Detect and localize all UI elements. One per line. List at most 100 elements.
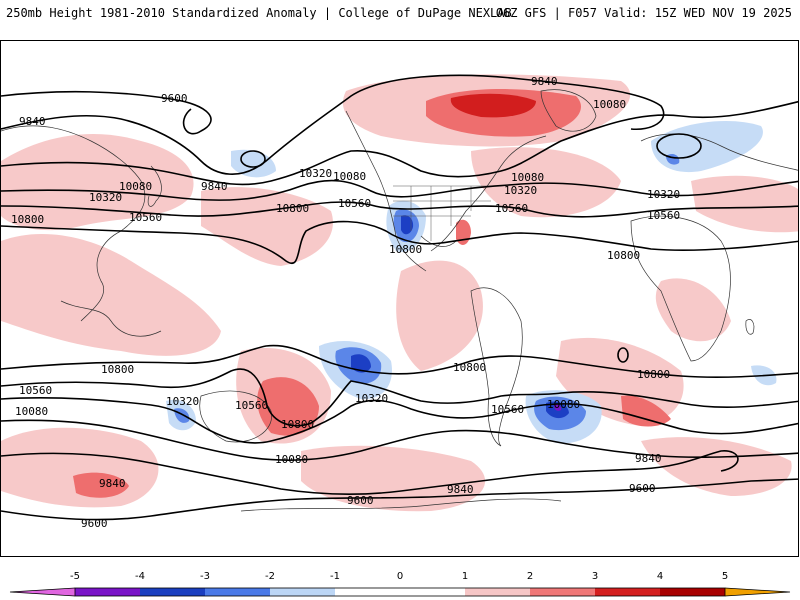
label-10800: 10800	[11, 213, 44, 226]
contour-9840-south	[1, 450, 739, 495]
anomaly-pos2-south-atlantic	[621, 395, 671, 427]
colorbar-tick: 2	[527, 571, 533, 582]
coast-antarctica	[240, 498, 562, 512]
label-10320: 10320	[89, 191, 122, 204]
anomaly-pos-europe	[691, 175, 798, 233]
colorbar-swatch-zero-neg	[335, 588, 400, 596]
anomaly-neg3-south-pacific	[351, 354, 371, 373]
colorbar-tick: -1	[330, 571, 340, 582]
label-10320: 10320	[166, 395, 199, 408]
anomaly-pos-africa	[655, 278, 731, 342]
model-run-info: 06Z GFS | F057 Valid: 15Z WED NOV 19 202…	[495, 6, 792, 20]
label-10080: 10080	[547, 398, 580, 411]
coast-japan	[147, 165, 162, 207]
colorbar-swatch-m1	[270, 588, 335, 596]
anomaly-pos-atlantic	[471, 147, 621, 218]
coast-greenland	[540, 89, 597, 132]
label-10560: 10560	[19, 384, 52, 397]
colorbar-tick: 3	[592, 571, 598, 582]
label-10800: 10800	[101, 363, 134, 376]
contour-10560-north	[1, 201, 798, 218]
colorbar-swatch-m3	[140, 588, 205, 596]
colorbar-outline-arrows	[9, 587, 76, 597]
anomaly-pos-southern-ocean-west	[1, 427, 159, 508]
label-10560: 10560	[235, 399, 268, 412]
label-10320: 10320	[355, 392, 388, 405]
colorbar-swatch-p2	[530, 588, 595, 596]
contour-closed-north-pacific	[240, 150, 266, 168]
contour-10800-south	[1, 344, 798, 379]
coastlines	[1, 89, 798, 512]
anomaly-pos-southern-ocean-central	[301, 445, 486, 512]
colorbar-tick: -2	[265, 571, 275, 582]
label-9600: 9600	[81, 517, 108, 530]
label-10560: 10560	[491, 403, 524, 416]
label-9600: 9600	[629, 482, 656, 495]
coast-africa	[630, 215, 731, 362]
colorbar-swatch-m4	[75, 588, 140, 596]
contour-10080-north	[1, 100, 798, 186]
colorbar-swatch-m2	[205, 588, 270, 596]
coast-asia	[1, 125, 146, 322]
label-10080: 10080	[511, 171, 544, 184]
contour-10800-north	[1, 220, 798, 264]
height-contours	[1, 74, 798, 521]
colorbar-tick: -3	[200, 571, 210, 582]
label-10320: 10320	[299, 167, 332, 180]
colorbar-tick: -5	[70, 571, 80, 582]
label-9840: 9840	[201, 180, 228, 193]
contour-10320-north	[1, 179, 798, 201]
label-10560: 10560	[495, 202, 528, 215]
colorbar-tick: 0	[397, 571, 403, 582]
anomaly-neg-scandinavia	[651, 121, 763, 173]
anomaly-map: 9600 9840 9840 10080 9840 10080 10320 10…	[1, 74, 798, 530]
label-10800: 10800	[637, 368, 670, 381]
label-10800: 10800	[453, 361, 486, 374]
label-10560: 10560	[129, 211, 162, 224]
colorbar-swatch-zero-pos	[400, 588, 465, 596]
label-10080: 10080	[15, 405, 48, 418]
anomaly-pos3-greenland	[450, 93, 536, 118]
positive-anomaly-layer	[1, 74, 798, 512]
colorbar-swatch-p1	[465, 588, 530, 596]
label-10800: 10800	[281, 418, 314, 431]
contour-9600-north	[1, 90, 212, 135]
label-9840: 9840	[531, 75, 558, 88]
coast-europe	[640, 133, 798, 171]
colorbar-outline-arrows	[724, 587, 791, 597]
contour-10320-south	[1, 397, 798, 444]
anomaly-pos-central-atlantic	[396, 260, 483, 371]
label-9840: 9840	[635, 452, 662, 465]
colorbar-tick: -4	[135, 571, 145, 582]
label-9840: 9840	[19, 115, 46, 128]
colorbar-swatch-p3	[595, 588, 660, 596]
coast-madagascar	[745, 319, 755, 335]
contour-labels: 9600 9840 9840 10080 9840 10080 10320 10…	[11, 75, 680, 530]
anomaly-pos2-southern-ocean-west	[73, 472, 129, 498]
label-10080: 10080	[275, 453, 308, 466]
contour-9840-north-a	[1, 74, 665, 175]
label-9600: 9600	[161, 92, 188, 105]
contour-closed-scandinavia	[656, 133, 702, 159]
colorbar-ticks: -5 -4 -3 -2 -1 0 1 2 3 4 5	[70, 571, 728, 582]
label-10080: 10080	[119, 180, 152, 193]
contour-10080-south	[1, 419, 798, 461]
colorbar-arrow-left	[10, 588, 75, 596]
map-title: 250mb Height 1981-2010 Standardized Anom…	[6, 6, 512, 20]
anomaly-pos-asia	[1, 233, 221, 356]
coast-australia	[199, 390, 272, 443]
label-10800: 10800	[389, 243, 422, 256]
coast-southeast-asia	[60, 300, 162, 337]
strong-positive-anomaly-layer	[73, 89, 671, 498]
contour-10560-south	[1, 368, 798, 427]
colorbar: -5 -4 -3 -2 -1 0 1 2 3 4 5	[9, 571, 791, 597]
label-10080: 10080	[593, 98, 626, 111]
label-9840: 9840	[447, 483, 474, 496]
label-10080: 10080	[333, 170, 366, 183]
label-10560: 10560	[647, 209, 680, 222]
colorbar-tick: 1	[462, 571, 468, 582]
colorbar-arrow-right	[725, 588, 790, 596]
label-10320: 10320	[647, 188, 680, 201]
colorbar-tick: 4	[657, 571, 663, 582]
anomaly-neg4-south-atlantic	[554, 404, 562, 411]
